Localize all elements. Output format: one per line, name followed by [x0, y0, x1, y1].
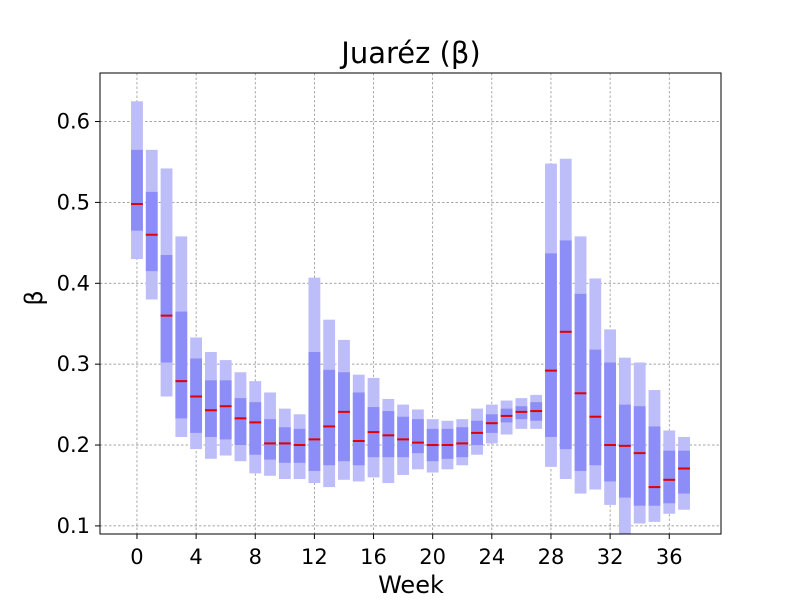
x-tick-label: 24 — [478, 545, 505, 569]
x-tick-label: 20 — [419, 545, 446, 569]
inner-range-bar — [131, 149, 143, 231]
x-axis-label: Week — [378, 571, 444, 599]
inner-range-bar — [574, 293, 587, 471]
y-tick-label: 0.6 — [57, 110, 90, 134]
x-tick-label: 32 — [597, 545, 624, 569]
inner-range-bar — [204, 380, 217, 437]
x-axis-ticks: 0 4 8 12 16 20 24 28 32 36 — [130, 534, 683, 569]
inner-range-bar — [175, 311, 188, 419]
inner-range-bar — [663, 450, 676, 504]
inner-range-bar — [589, 349, 602, 466]
box-series — [131, 101, 690, 534]
inner-range-bar — [249, 402, 262, 455]
inner-range-bar — [278, 427, 291, 463]
y-tick-label: 0.4 — [57, 271, 90, 295]
inner-range-bar — [397, 416, 410, 458]
inner-range-bar — [145, 191, 158, 272]
y-tick-label: 0.1 — [57, 514, 90, 538]
y-tick-label: 0.2 — [57, 433, 90, 457]
inner-range-bar — [160, 254, 173, 363]
y-axis-ticks: 0.1 0.2 0.3 0.4 0.5 0.6 — [57, 110, 100, 538]
axes-frame — [99, 72, 722, 535]
inner-range-bar — [633, 406, 646, 506]
inner-range-bar — [338, 372, 350, 462]
inner-range-bar — [219, 380, 232, 440]
inner-range-bar — [545, 253, 557, 437]
y-tick-label: 0.3 — [57, 352, 90, 376]
inner-range-bar — [678, 450, 690, 494]
x-tick-label: 4 — [189, 545, 202, 569]
inner-range-bar — [352, 392, 365, 466]
inner-range-bar — [604, 362, 617, 482]
x-tick-label: 8 — [249, 545, 262, 569]
inner-range-bar — [308, 352, 321, 471]
inner-range-bar — [456, 427, 469, 458]
x-tick-label: 16 — [360, 545, 387, 569]
inner-range-bar — [648, 426, 661, 506]
inner-range-bar — [411, 419, 424, 454]
y-tick-label: 0.5 — [57, 190, 90, 214]
y-axis-label: β — [20, 290, 48, 305]
grid-lines — [100, 73, 721, 534]
plot-border — [99, 72, 722, 535]
x-tick-label: 0 — [130, 545, 143, 569]
inner-range-bar — [441, 428, 454, 459]
inner-range-bar — [382, 411, 395, 458]
inner-range-bar — [264, 419, 276, 460]
chart-title: Juaréz (β) — [339, 36, 480, 70]
inner-range-bar — [559, 240, 572, 450]
x-tick-label: 12 — [301, 545, 328, 569]
x-tick-label: 36 — [656, 545, 683, 569]
inner-range-bar — [234, 398, 247, 446]
x-tick-label: 28 — [538, 545, 565, 569]
inner-range-bar — [618, 404, 631, 498]
inner-range-bar — [323, 369, 336, 466]
